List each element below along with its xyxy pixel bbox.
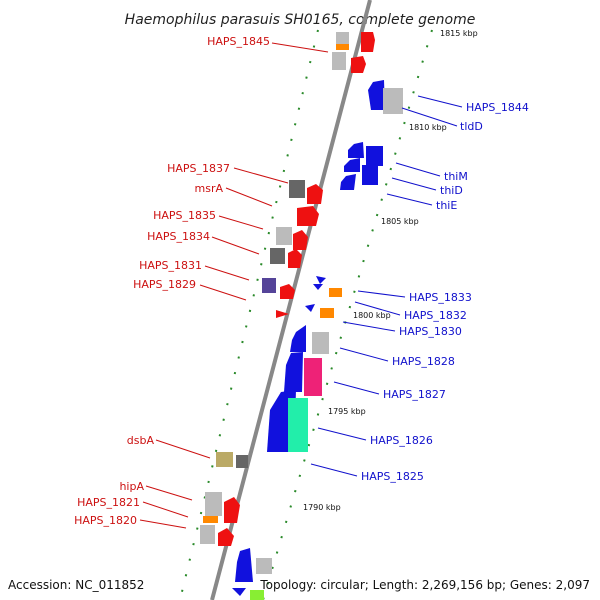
gene-haps-1828 <box>290 325 329 354</box>
scale-label: 1815 kbp <box>440 29 478 38</box>
gene-thiD <box>344 158 378 185</box>
gene-hipA <box>205 492 240 523</box>
label-haps-1821: HAPS_1821 <box>77 496 140 509</box>
gene-haps-1832 <box>313 284 323 290</box>
label-msrA: msrA <box>195 182 224 195</box>
scale-label: 1805 kbp <box>381 217 419 226</box>
label-thiD: thiD <box>440 184 463 197</box>
label-haps-1834: HAPS_1834 <box>147 230 210 243</box>
label-haps-1826: HAPS_1826 <box>370 434 433 447</box>
label-haps-1835: HAPS_1835 <box>153 209 216 222</box>
scale-label: 1795 kbp <box>328 407 366 416</box>
accession-text: Accession: NC_011852 <box>8 578 145 592</box>
label-thiM: thiM <box>444 170 468 183</box>
scale-label: 1810 kbp <box>409 123 447 132</box>
gene-haps-1845-b <box>332 52 366 73</box>
gene-thiE <box>340 174 356 190</box>
gene-msrA <box>307 184 323 204</box>
gene-haps-1819 <box>232 548 272 600</box>
gene-haps-1837 <box>289 180 305 198</box>
label-haps-1833: HAPS_1833 <box>409 291 472 304</box>
gene-haps-1827 <box>284 352 322 396</box>
label-hipA: hipA <box>119 480 144 493</box>
right-labels <box>310 95 463 477</box>
topology-text: Topology: circular; Length: 2,269,156 bp… <box>260 578 590 592</box>
label-haps-1827: HAPS_1827 <box>383 388 446 401</box>
gene-haps-1844 <box>368 80 403 114</box>
scale-label: 1790 kbp <box>303 503 341 512</box>
label-haps-1831: HAPS_1831 <box>139 259 202 272</box>
label-tldD: tldD <box>460 120 483 133</box>
scale-labels: 1815 kbp 1810 kbp 1805 kbp 1800 kbp 1795… <box>303 29 478 512</box>
label-haps-1825: HAPS_1825 <box>361 470 424 483</box>
gene-haps-1830 <box>305 304 334 318</box>
gene-dsbA <box>216 452 248 468</box>
gene-haps-1836 <box>297 206 319 226</box>
gene-haps-1831 <box>262 278 295 299</box>
label-haps-1820: HAPS_1820 <box>74 514 137 527</box>
gene-haps-1845 <box>336 32 375 52</box>
label-haps-1837: HAPS_1837 <box>167 162 230 175</box>
label-dsbA: dsbA <box>127 434 155 447</box>
gene-haps-1821 <box>203 516 218 523</box>
left-labels <box>139 42 329 529</box>
gene-haps-1833 <box>316 276 342 297</box>
map-title: Haemophilus parasuis SH0165, complete ge… <box>125 12 476 28</box>
gene-haps-1829 <box>276 310 289 318</box>
label-haps-1832: HAPS_1832 <box>404 309 467 322</box>
gene-haps-1826 <box>267 390 308 452</box>
gene-haps-1834 <box>270 248 302 268</box>
gene-haps-1835 <box>276 227 308 250</box>
label-thiE: thiE <box>436 199 457 212</box>
gene-thiM <box>348 142 383 166</box>
label-haps-1828: HAPS_1828 <box>392 355 455 368</box>
label-haps-1844: HAPS_1844 <box>466 101 529 114</box>
scale-label: 1800 kbp <box>353 311 391 320</box>
genome-backbone <box>210 0 372 600</box>
inner-tick-track <box>179 29 319 600</box>
label-haps-1829: HAPS_1829 <box>133 278 196 291</box>
label-haps-1845: HAPS_1845 <box>207 35 270 48</box>
label-haps-1830: HAPS_1830 <box>399 325 462 338</box>
gene-haps-1820 <box>200 525 234 546</box>
